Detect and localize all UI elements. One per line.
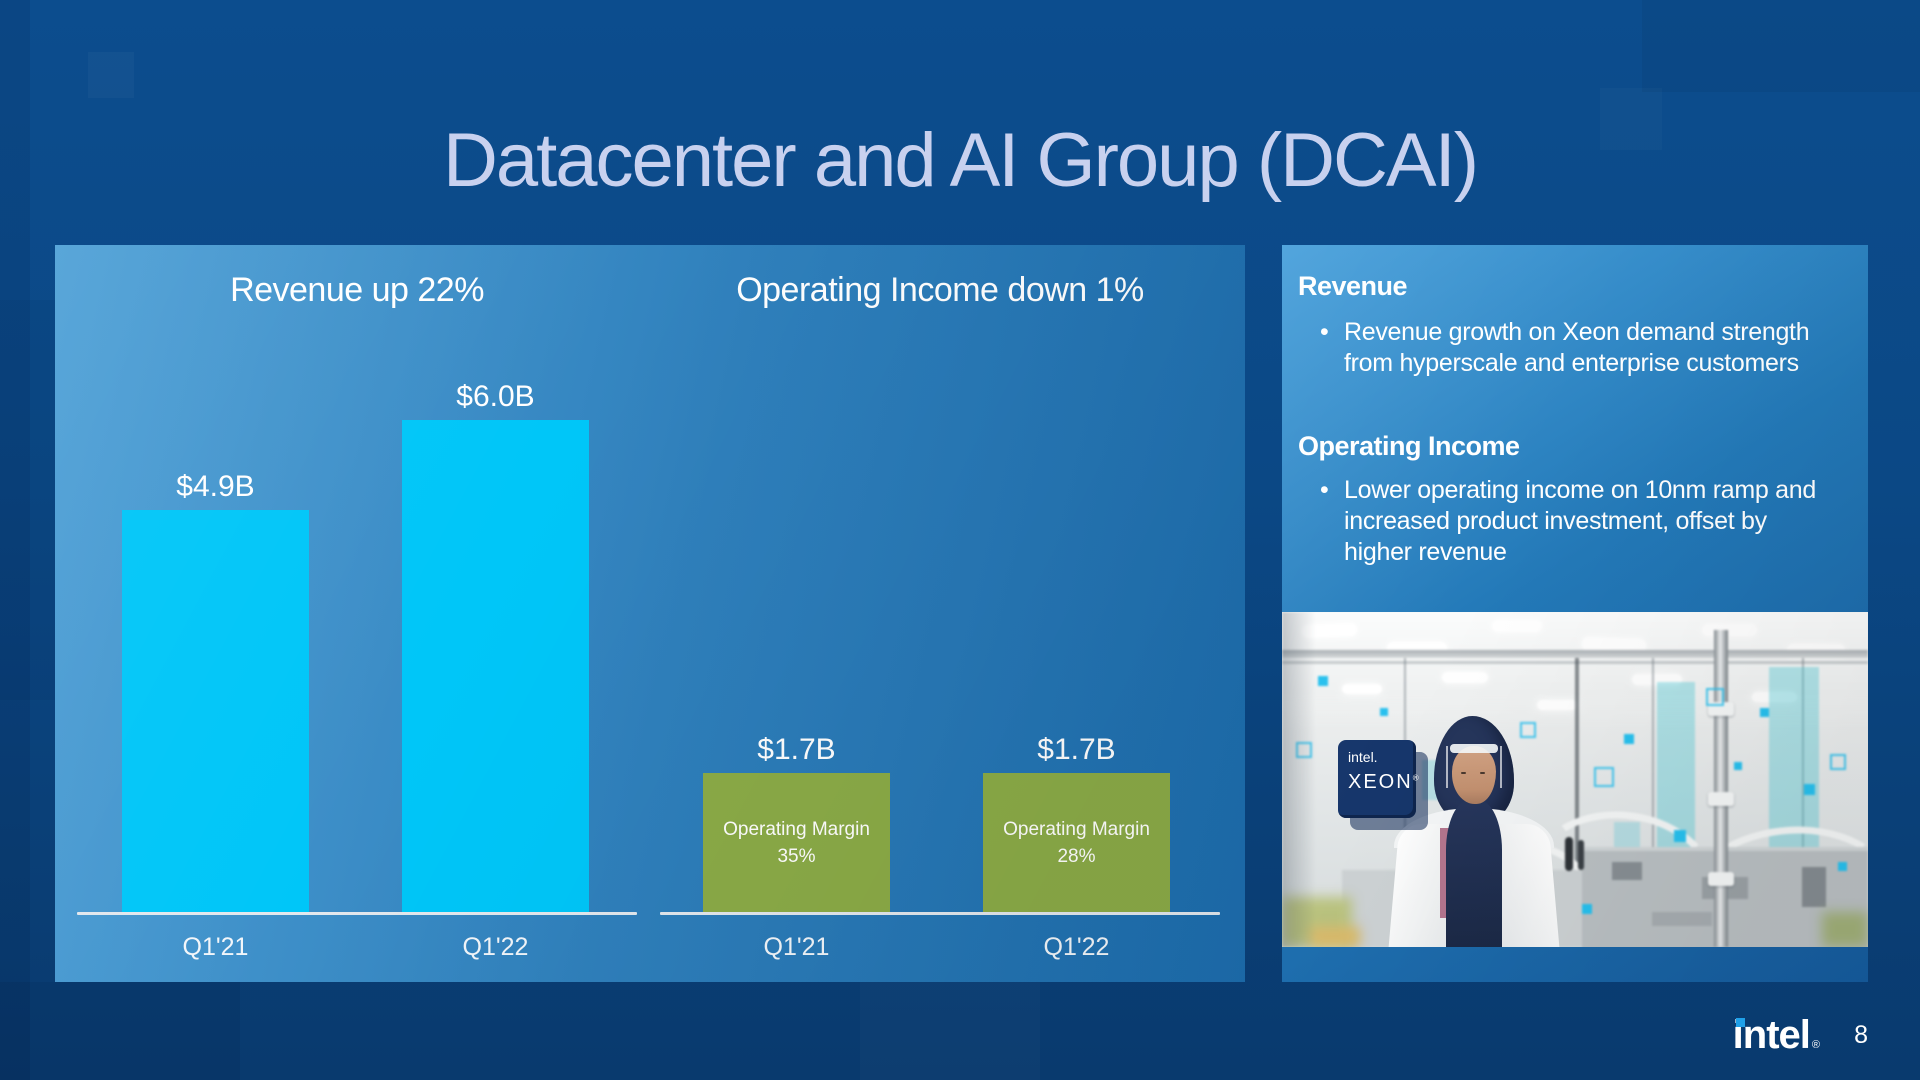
cleanroom-photo: intel. XEON®	[1282, 612, 1868, 947]
axis-category-label: Q1'21	[763, 933, 830, 961]
bar-value-label: $6.0B	[456, 380, 535, 413]
charts-panel: Revenue up 22% $4.9B Q1'21 $6.0B Q1'22 Oper…	[55, 245, 1245, 982]
bar-margin-label: Operating Margin 28%	[1003, 818, 1150, 867]
revenue-bullets: Revenue growth on Xeon demand strength f…	[1282, 317, 1842, 385]
intel-logo: intel ®	[1733, 1013, 1820, 1058]
trademark-symbol: ®	[1412, 773, 1419, 783]
scarf	[1446, 800, 1502, 947]
intel-xeon-badge: intel. XEON®	[1338, 740, 1419, 818]
face-shield	[1446, 746, 1448, 788]
bullet-item: Revenue growth on Xeon demand strength f…	[1320, 317, 1822, 379]
revenue-chart-title: Revenue up 22%	[230, 271, 484, 309]
notes-panel: Revenue Revenue growth on Xeon demand st…	[1282, 245, 1868, 982]
xeon-product-text: XEON®	[1348, 771, 1419, 793]
scientist-figure	[1388, 716, 1560, 947]
bar-Q1'21	[122, 510, 309, 912]
bar-margin-label: Operating Margin 35%	[723, 818, 870, 867]
revenue-chart-plot: $4.9B Q1'21 $6.0B Q1'22	[55, 245, 650, 982]
face	[1452, 746, 1496, 804]
background-decor-square	[1642, 0, 1920, 92]
background-decor-square	[88, 52, 134, 98]
intel-brand-text: intel.	[1348, 749, 1378, 765]
revenue-heading: Revenue	[1298, 271, 1408, 301]
axis-category-label: Q1'21	[182, 933, 249, 961]
page-title: Datacenter and AI Group (DCAI)	[442, 117, 1479, 203]
bullet-item: Lower operating income on 10nm ramp and …	[1320, 475, 1822, 568]
operating-income-bullets: Lower operating income on 10nm ramp and …	[1282, 475, 1842, 574]
revenue-chart: Revenue up 22% $4.9B Q1'21 $6.0B Q1'22	[55, 245, 650, 982]
registered-mark: ®	[1811, 1039, 1820, 1051]
axis-category-label: Q1'22	[1043, 933, 1110, 961]
background-decor-square	[0, 982, 240, 1080]
bar-value-label: $1.7B	[1037, 733, 1116, 766]
bar-value-label: $4.9B	[176, 470, 255, 503]
face-shield-band	[1450, 744, 1498, 753]
x-axis-line	[77, 912, 637, 915]
background-decor-square	[860, 982, 1040, 1080]
page-number: 8	[1854, 1021, 1868, 1049]
operating-income-chart: Operating Income down 1% Operating Margi…	[650, 245, 1245, 982]
operating-income-heading: Operating Income	[1298, 431, 1520, 461]
axis-category-label: Q1'22	[462, 933, 529, 961]
face-shield	[1500, 746, 1502, 788]
intel-logo-text: intel	[1732, 1013, 1811, 1057]
bar-Q1'22: Operating Margin 28%	[983, 773, 1170, 912]
bar-Q1'22	[402, 420, 589, 912]
x-axis-line	[660, 912, 1220, 915]
intel-logo-dot-icon	[1735, 1018, 1745, 1027]
bar-Q1'21: Operating Margin 35%	[703, 773, 890, 912]
operating-income-chart-title: Operating Income down 1%	[736, 271, 1144, 309]
bar-value-label: $1.7B	[757, 733, 836, 766]
operating-income-chart-plot: Operating Margin 35% $1.7B Q1'21 Operating …	[650, 245, 1245, 982]
background-decor-square	[0, 300, 56, 700]
